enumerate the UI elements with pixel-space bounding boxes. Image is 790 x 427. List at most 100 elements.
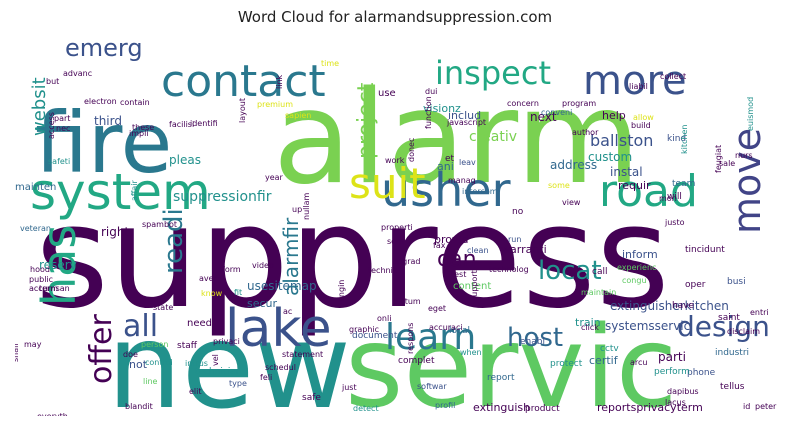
word-technic: technic [368,266,397,275]
word-advanc: advanc [63,69,92,78]
word-move: move [725,128,769,234]
word-right: right [101,225,129,239]
word-electron: electron [84,97,117,106]
word-warranti: warranti [501,243,547,256]
word-properti: properti [381,223,413,232]
word-locat: locat [538,256,602,286]
word-contact: contact [161,56,326,107]
word-know: know [201,289,223,298]
word-sale: sale [719,159,735,168]
word-aver: aver [199,274,218,283]
word-dapibus: dapibus [667,387,699,396]
word-safeti: safeti [48,157,70,166]
word-fire: fire [35,94,172,192]
word-term: term [39,284,58,293]
word-need: need [187,318,212,329]
word-secur: secur [247,297,278,310]
word-statement: statement [282,350,323,359]
word-alarm: alarm [273,64,641,213]
word-facilisi: facilisi [169,120,194,129]
word-protect: protect [550,359,583,369]
word-nullam: nullam [302,193,311,220]
word-softwar: softwar [417,382,447,391]
word-third: third [94,114,122,128]
word-identifi: identifi [190,119,218,128]
word-fax: fax [433,241,446,250]
word-next: next [530,110,557,124]
word-clean: clean [467,246,489,255]
word-onli: onli [377,314,391,323]
word-when: when [460,348,482,357]
word-sapien: sapien [285,111,311,120]
word-suppress: suppress [35,175,670,340]
word-but: but [46,77,59,86]
word-dictum: dictum [393,297,421,306]
word-websit: websit [29,77,50,136]
word-et: et [445,154,455,164]
word-mainten: mainten [15,182,56,193]
word-local: local [449,326,470,336]
word-up: up [292,205,302,214]
word-help: help [602,109,626,122]
word-call: call [592,267,607,277]
word-creativ: creativ [469,129,517,145]
word-team: team [672,179,695,189]
word-hood: hood [30,265,50,274]
word-complet: complet [398,356,435,366]
word-experienc: experienc [617,263,656,272]
word-nurs: nurs [735,151,753,160]
word-public: public [29,275,53,284]
word-kind: kind [667,134,686,144]
word-state: state [153,303,173,312]
word-alarmfir: alarmfir [279,217,303,296]
word-form: form [222,265,241,274]
word-product: product [525,404,560,414]
word-view: view [562,198,581,207]
word-not: not [129,358,148,371]
word-pleas: pleas [169,153,201,167]
word-detect: detect [353,404,379,413]
word-graphic: graphic [349,325,379,334]
word-lake: lake [225,299,332,359]
word-more: more [583,58,687,104]
word-peter: peter [755,402,777,411]
word-perform: perform [654,367,690,377]
word-eget: eget [428,304,446,313]
word-offer: offer [84,314,119,384]
word-build: build [631,121,651,130]
word-servic: servic [345,303,677,416]
word-learn: learn [385,317,476,358]
word-design: design [677,310,770,343]
word-content: content [453,281,491,292]
word-everyth: everyth [37,412,68,416]
word-kitchen: kitchen [680,125,689,154]
word-enabl: enabl [520,337,545,347]
word-access: access [47,112,56,139]
word-mon: mon [659,194,677,203]
word-allow: allow [633,113,654,122]
word-collect: collect [660,72,686,81]
word-work: work [385,156,405,165]
word-liabil: liabil [629,82,648,91]
word-impli: impli [129,129,149,138]
word-lacus: lacus [665,398,686,407]
word-engin: engin [337,280,346,302]
word-suit: suit [349,159,426,208]
word-technolog: technolog [489,265,529,274]
word-disclaim: disclaim [727,327,760,336]
word-oper: oper [685,280,706,290]
word-busi: busi [727,277,746,287]
word-extinguisherkitchen: extinguisherkitchen [610,299,729,313]
word-click: click [581,323,599,332]
word-nec: nec [56,124,70,133]
word-some: some [548,181,570,190]
word-doe: doe [123,350,138,359]
word-control: control [145,358,173,367]
word-certif: certif [589,354,619,367]
word-parti: parti [658,350,686,364]
word-part: part [54,114,70,123]
word-veteran: veteran [20,224,51,233]
word-ani: ani [437,160,454,173]
word-emerg: emerg [65,34,143,62]
word-feugiat: feugiat [714,145,723,173]
